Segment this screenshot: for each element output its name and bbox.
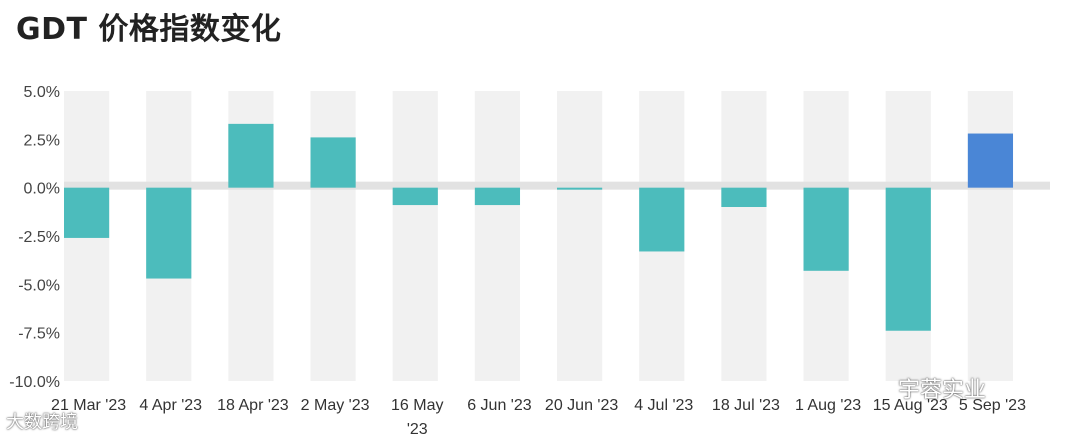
y-tick-label: -2.5%	[18, 229, 60, 246]
x-tick-label: 20 Jun '23	[545, 397, 618, 414]
bar	[721, 187, 767, 207]
bar	[228, 123, 274, 188]
y-tick-label: -10.0%	[9, 374, 60, 391]
bar	[146, 187, 192, 279]
x-tick-label: 18 Apr '23	[217, 397, 289, 414]
watermark-left: 大数跨境	[6, 412, 78, 433]
watermark-right: 宇蓉实业	[898, 378, 987, 403]
x-tick-label: 4 Jul '23	[634, 397, 693, 414]
bar	[885, 187, 931, 331]
zero-band	[64, 181, 1050, 190]
y-tick-label: 5.0%	[24, 84, 60, 101]
bar	[310, 137, 356, 188]
x-tick-label: 4 Apr '23	[139, 397, 202, 414]
x-tick-label: 16 May	[391, 397, 443, 414]
column-band	[721, 91, 767, 381]
y-tick-label: -5.0%	[18, 277, 60, 294]
y-tick-label: 0.0%	[24, 181, 60, 198]
x-tick-label: 1 Aug '23	[795, 397, 861, 414]
bar	[392, 187, 438, 206]
bar	[474, 187, 521, 206]
column-band	[557, 91, 603, 381]
x-tick-label: '23	[407, 421, 428, 438]
x-tick-label: 5 Sep '23	[959, 397, 1026, 414]
bar	[967, 133, 1014, 188]
x-tick-label: 15 Aug '23	[873, 397, 948, 414]
chart-title: GDT 价格指数变化	[16, 12, 282, 47]
x-tick-label: 18 Jul '23	[712, 397, 780, 414]
x-tick-label: 2 May '23	[301, 397, 370, 414]
column-band	[474, 91, 521, 381]
bar	[64, 187, 110, 238]
y-tick-label: 2.5%	[24, 132, 60, 149]
bar	[557, 187, 603, 190]
x-tick-label: 6 Jun '23	[467, 397, 532, 414]
x-tick-label: 21 Mar '23	[51, 397, 126, 414]
bar	[803, 187, 849, 271]
column-band	[310, 91, 356, 381]
bar	[639, 187, 685, 252]
y-tick-label: -7.5%	[18, 326, 60, 343]
column-band	[392, 91, 438, 381]
